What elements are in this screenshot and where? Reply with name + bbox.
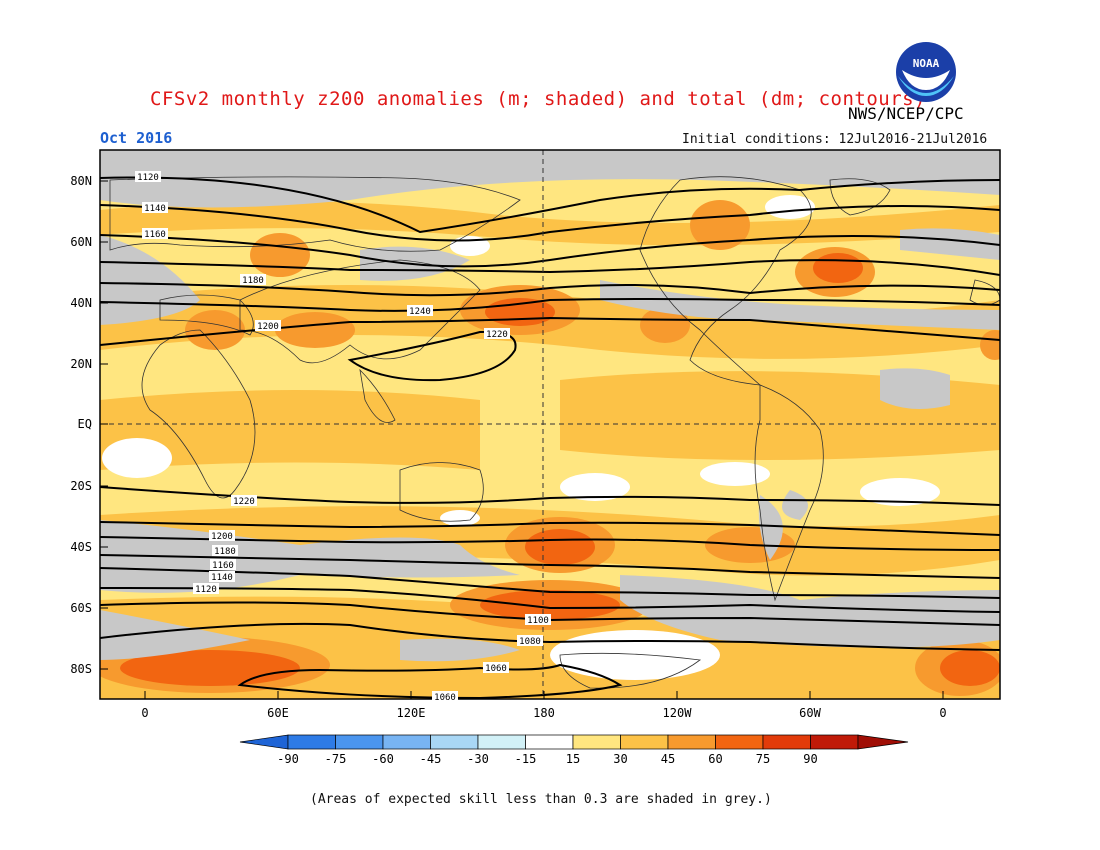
contour-label: 1080 xyxy=(517,635,543,647)
colorbar-segment xyxy=(477,734,526,750)
contour-label: 1180 xyxy=(240,274,266,286)
contour-label: 1060 xyxy=(483,662,509,674)
colorbar: -90 -75 -60 -45 -30 -15 15 30 45 60 75 90 xyxy=(239,734,909,766)
contour-label-text: 1060 xyxy=(434,693,456,703)
contour-label-text: 1140 xyxy=(144,204,166,214)
lat-tick-label: 80N xyxy=(70,174,92,188)
lat-tick-label: 60N xyxy=(70,235,92,249)
contour-label: 1100 xyxy=(525,614,551,626)
colorbar-segment xyxy=(620,734,669,750)
colorbar-tick-label: -60 xyxy=(372,752,394,766)
contour-label-text: 1160 xyxy=(212,561,234,571)
contour-label-text: 1120 xyxy=(195,585,217,595)
colorbar-tick-label: -90 xyxy=(277,752,299,766)
colorbar-segment xyxy=(715,734,764,750)
valid-month: Oct 2016 xyxy=(100,129,173,147)
colorbar-segment xyxy=(382,734,431,750)
colorbar-segment xyxy=(667,734,716,750)
colorbar-tick-label: 45 xyxy=(661,752,675,766)
contour-label: 1240 xyxy=(407,305,433,317)
lat-tick-label: 40N xyxy=(70,296,92,310)
contour-label: 1200 xyxy=(209,530,235,542)
contour-label: 1160 xyxy=(142,228,168,240)
contour-label: 1180 xyxy=(212,545,238,557)
colorbar-tick-label: -15 xyxy=(515,752,537,766)
colorbar-segment xyxy=(572,734,621,750)
lat-tick-label: EQ xyxy=(78,417,92,431)
longitude-axis: 0 60E 120E 180 120W 60W 0 xyxy=(141,691,947,720)
contour-label-text: 1180 xyxy=(242,276,264,286)
lon-tick-label: 0 xyxy=(141,706,148,720)
colorbar-tick-label: -75 xyxy=(325,752,347,766)
colorbar-tick-label: 30 xyxy=(613,752,627,766)
logo-lettering: NOAA xyxy=(913,57,940,70)
lat-tick-label: 20N xyxy=(70,357,92,371)
colorbar-segment xyxy=(430,734,479,750)
contour-label: 1160 xyxy=(210,559,236,571)
lon-tick-label: 60E xyxy=(267,706,289,720)
contour-label: 1120 xyxy=(193,583,219,595)
noaa-logo: NOAA xyxy=(896,42,956,102)
colorbar-segment xyxy=(525,734,574,750)
initial-conditions: Initial conditions: 12Jul2016-21Jul2016 xyxy=(682,132,988,147)
colorbar-tick-label: 15 xyxy=(566,752,580,766)
contour-label-text: 1240 xyxy=(409,307,431,317)
contour-label-text: 1180 xyxy=(214,547,236,557)
contour-label-text: 1140 xyxy=(211,573,233,583)
contour-label-text: 1200 xyxy=(257,322,279,332)
colorbar-segment xyxy=(335,734,384,750)
contour-label-text: 1080 xyxy=(519,637,541,647)
contour-label-text: 1120 xyxy=(137,173,159,183)
shading-near-zero-white xyxy=(102,195,940,680)
height-contours xyxy=(100,176,1000,699)
contour-label: 1120 xyxy=(135,171,161,183)
lat-tick-label: 80S xyxy=(70,662,92,676)
colorbar-tick-label: -45 xyxy=(420,752,442,766)
contour-label-text: 1160 xyxy=(144,230,166,240)
contour-label: 1200 xyxy=(255,320,281,332)
coastlines xyxy=(109,176,1000,689)
skill-footnote: (Areas of expected skill less than 0.3 a… xyxy=(310,792,772,807)
contour-label-text: 1200 xyxy=(211,532,233,542)
contour-label-text: 1100 xyxy=(527,616,549,626)
lat-tick-label: 40S xyxy=(70,540,92,554)
colorbar-segment xyxy=(810,734,859,750)
agency-credit: NWS/NCEP/CPC xyxy=(848,104,964,123)
colorbar-right-arrow xyxy=(857,734,909,750)
contour-label: 1220 xyxy=(484,328,510,340)
contour-label: 1060 xyxy=(432,691,458,703)
lon-tick-label: 60W xyxy=(799,706,821,720)
contour-label: 1140 xyxy=(142,202,168,214)
contour-label-text: 1220 xyxy=(233,497,255,507)
lat-tick-label: 20S xyxy=(70,479,92,493)
chart-title: CFSv2 monthly z200 anomalies (m; shaded)… xyxy=(150,88,927,110)
colorbar-tick-label: -30 xyxy=(467,752,489,766)
contour-label-text: 1060 xyxy=(485,664,507,674)
lon-tick-label: 120W xyxy=(663,706,693,720)
colorbar-tick-label: 75 xyxy=(756,752,770,766)
lon-tick-label: 120E xyxy=(397,706,426,720)
contour-labels: 1120 1140 1160 1180 1200 1220 1240 1220 1200 1180… xyxy=(135,171,551,703)
lon-tick-label: 180 xyxy=(533,706,555,720)
latitude-axis: 80N 60N 40N 20N EQ 20S 40S 60S 80S xyxy=(70,174,108,676)
contour-label: 1220 xyxy=(231,495,257,507)
colorbar-tick-label: 90 xyxy=(803,752,817,766)
lat-tick-label: 60S xyxy=(70,601,92,615)
colorbar-segment xyxy=(287,734,336,750)
lon-tick-label: 0 xyxy=(939,706,946,720)
contour-label: 1140 xyxy=(209,571,235,583)
contour-label-text: 1220 xyxy=(486,330,508,340)
colorbar-tick-label: 60 xyxy=(708,752,722,766)
colorbar-segment xyxy=(762,734,811,750)
colorbar-left-arrow xyxy=(239,734,289,750)
